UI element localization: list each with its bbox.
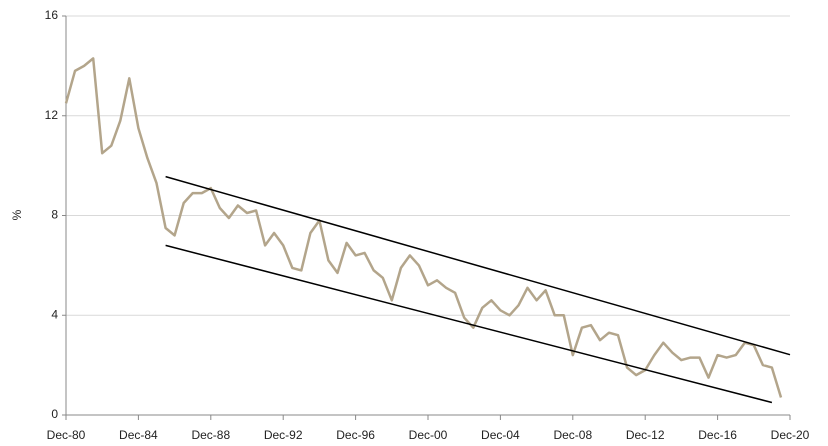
series-line	[64, 57, 783, 398]
x-tick-label: Dec-84	[119, 428, 158, 442]
y-tick-label: 4	[51, 307, 58, 321]
x-tick-label: Dec-12	[626, 428, 665, 442]
trend-line	[165, 244, 773, 404]
x-tick-label: Dec-08	[553, 428, 592, 442]
x-tick-label: Dec-00	[409, 428, 448, 442]
x-tick-label: Dec-04	[481, 428, 520, 442]
x-tick-label: Dec-96	[336, 428, 375, 442]
y-axis-label: %	[10, 209, 24, 220]
y-tick-label: 0	[51, 407, 58, 421]
x-tick-label: Dec-16	[698, 428, 737, 442]
trend-line	[165, 175, 791, 356]
x-tick-label: Dec-20	[771, 428, 810, 442]
y-tick-label: 8	[51, 208, 58, 222]
x-tick-label: Dec-92	[264, 428, 303, 442]
x-tick-label: Dec-88	[191, 428, 230, 442]
y-tick-label: 12	[45, 108, 59, 122]
y-tick-label: 16	[45, 8, 59, 22]
x-tick-label: Dec-80	[47, 428, 86, 442]
